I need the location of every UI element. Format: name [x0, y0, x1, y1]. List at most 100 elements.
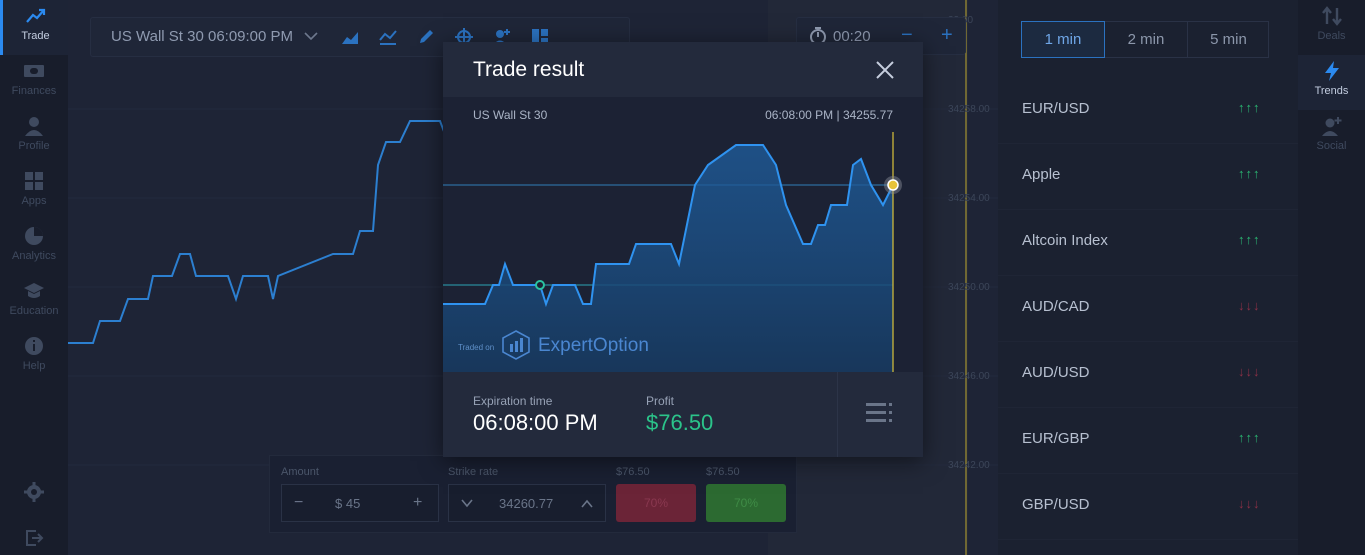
settings-gear-icon[interactable]	[24, 482, 44, 502]
nav-finances-label: Finances	[11, 85, 57, 97]
indicators-icon[interactable]	[379, 28, 397, 46]
nav-finances[interactable]: Finances	[0, 55, 68, 110]
result-chart: US Wall St 30 06:08:00 PM | 34255.77 Tra…	[443, 97, 923, 372]
nav-trade-label: Trade	[21, 30, 50, 42]
trend-row[interactable]: AUD/USD ↓↓↓	[998, 342, 1298, 408]
lightning-icon	[1321, 61, 1343, 81]
modal-title: Trade result	[473, 58, 585, 81]
brand-name: ExpertOption	[538, 335, 649, 356]
deals-icon	[1321, 6, 1343, 26]
nav-help[interactable]: Help	[0, 330, 68, 385]
trend-up-arrows-icon: ↑↑↑	[1238, 166, 1261, 181]
trend-row[interactable]: GBP/USD ↓↓↓	[998, 474, 1298, 540]
timeframe-1min[interactable]: 1 min	[1021, 21, 1105, 58]
timer-plus-button[interactable]: +	[941, 24, 953, 46]
trend-row[interactable]: AUD/CAD ↓↓↓	[998, 276, 1298, 342]
strike-input[interactable]: 34260.77	[499, 496, 554, 511]
user-icon	[23, 116, 45, 136]
nav-apps[interactable]: Apps	[0, 165, 68, 220]
timeframe-2min[interactable]: 2 min	[1105, 22, 1188, 57]
grid-icon	[23, 171, 45, 191]
call-percent: 70%	[733, 496, 759, 510]
expertoption-logo-icon	[502, 330, 530, 360]
entry-point	[535, 280, 545, 290]
trends-panel: 1 min 2 min 5 min EUR/USD ↑↑↑ Apple ↑↑↑ …	[998, 0, 1298, 555]
price-tick: 34250.00	[948, 282, 990, 293]
trend-up-arrows-icon: ↑↑↑	[1238, 430, 1261, 445]
trend-asset-name: Altcoin Index	[1022, 232, 1108, 249]
trend-row[interactable]: Altcoin Index ↑↑↑	[998, 210, 1298, 276]
details-menu-button[interactable]	[837, 372, 923, 457]
trend-row[interactable]: Apple ↑↑↑	[998, 144, 1298, 210]
trend-asset-name: GBP/USD	[1022, 496, 1090, 513]
trend-down-arrows-icon: ↓↓↓	[1238, 496, 1261, 511]
nav-trends-label: Trends	[1314, 85, 1349, 97]
nav-analytics[interactable]: Analytics	[0, 220, 68, 275]
trend-down-arrows-icon: ↓↓↓	[1238, 298, 1261, 313]
left-sidebar: Trade Finances Profile Apps Analytics Ed…	[0, 0, 68, 555]
trade-icon	[25, 6, 47, 26]
timer-value: 00:20	[833, 28, 871, 45]
nav-deals-label: Deals	[1317, 30, 1346, 42]
trend-up-arrows-icon: ↑↑↑	[1238, 232, 1261, 247]
chevron-up-icon[interactable]	[581, 499, 593, 508]
wallet-icon	[23, 61, 45, 81]
expiration-label: Expiration time	[473, 394, 553, 408]
put-payout: $76.50	[616, 466, 650, 478]
layout-icon[interactable]	[531, 28, 549, 46]
result-asset: US Wall St 30	[473, 108, 548, 122]
call-payout: $76.50	[706, 466, 740, 478]
trend-asset-name: AUD/CAD	[1022, 298, 1090, 315]
profit-label: Profit	[646, 394, 675, 408]
trade-result-modal: Trade result US Wall St 30 06:08:00 PM |…	[443, 42, 923, 457]
amount-label: Amount	[281, 466, 319, 478]
trend-asset-name: AUD/USD	[1022, 364, 1090, 381]
expiration-value: 06:08:00 PM	[473, 410, 598, 435]
amount-input[interactable]: $ 45	[335, 496, 361, 511]
price-tick: 34258.00	[948, 104, 990, 115]
pie-icon	[23, 226, 45, 246]
area-chart-icon[interactable]	[341, 28, 359, 46]
price-tick: 34246.00	[948, 371, 990, 382]
result-area	[443, 145, 893, 372]
pencil-icon[interactable]	[417, 28, 435, 46]
timeframe-5min[interactable]: 5 min	[1210, 31, 1247, 48]
result-price-line	[443, 144, 894, 308]
logout-icon[interactable]	[24, 528, 44, 548]
close-icon[interactable]	[875, 60, 895, 80]
result-summary: Expiration time 06:08:00 PM Profit $76.5…	[443, 372, 923, 457]
timer-minus-button[interactable]: −	[901, 24, 913, 46]
list-menu-icon	[866, 403, 892, 422]
timeframe-selector: 1 min 2 min 5 min	[1021, 21, 1269, 58]
nav-analytics-label: Analytics	[11, 250, 57, 262]
trade-panel: Amount − $ 45 + Strike rate 34260.77 $76…	[269, 455, 797, 533]
nav-deals[interactable]: Deals	[1298, 0, 1365, 55]
nav-education[interactable]: Education	[0, 275, 68, 330]
brand-traded-text: Traded on	[458, 343, 495, 352]
graduation-cap-icon	[23, 281, 45, 301]
trend-row[interactable]: EUR/GBP ↑↑↑	[998, 408, 1298, 474]
asset-select[interactable]: US Wall St 30 06:09:00 PM	[91, 18, 326, 56]
nav-social-label: Social	[1316, 140, 1347, 152]
trend-up-arrows-icon: ↑↑↑	[1238, 100, 1261, 115]
amount-stepper: − $ 45 +	[281, 484, 439, 522]
nav-social[interactable]: Social	[1298, 110, 1365, 165]
nav-profile[interactable]: Profile	[0, 110, 68, 165]
amount-minus-button[interactable]: −	[294, 494, 304, 511]
trend-asset-name: EUR/GBP	[1022, 430, 1090, 447]
chevron-down-icon[interactable]	[461, 499, 473, 508]
trend-row[interactable]: EUR/USD ↑↑↑	[998, 78, 1298, 144]
right-sidebar: Deals Trends Social	[1298, 0, 1365, 555]
nav-profile-label: Profile	[18, 140, 50, 152]
price-tick: 34242.00	[948, 460, 990, 471]
nav-trends[interactable]: Trends	[1298, 55, 1365, 110]
strike-label: Strike rate	[448, 466, 499, 478]
call-button[interactable]: 70%	[706, 484, 786, 522]
amount-plus-button[interactable]: +	[413, 494, 423, 511]
asset-select-label: US Wall St 30 06:09:00 PM	[111, 28, 294, 45]
put-percent: 70%	[643, 496, 669, 510]
nav-trade[interactable]: Trade	[0, 0, 68, 55]
profit-value: $76.50	[646, 410, 714, 435]
nav-apps-label: Apps	[21, 195, 47, 207]
put-button[interactable]: 70%	[616, 484, 696, 522]
